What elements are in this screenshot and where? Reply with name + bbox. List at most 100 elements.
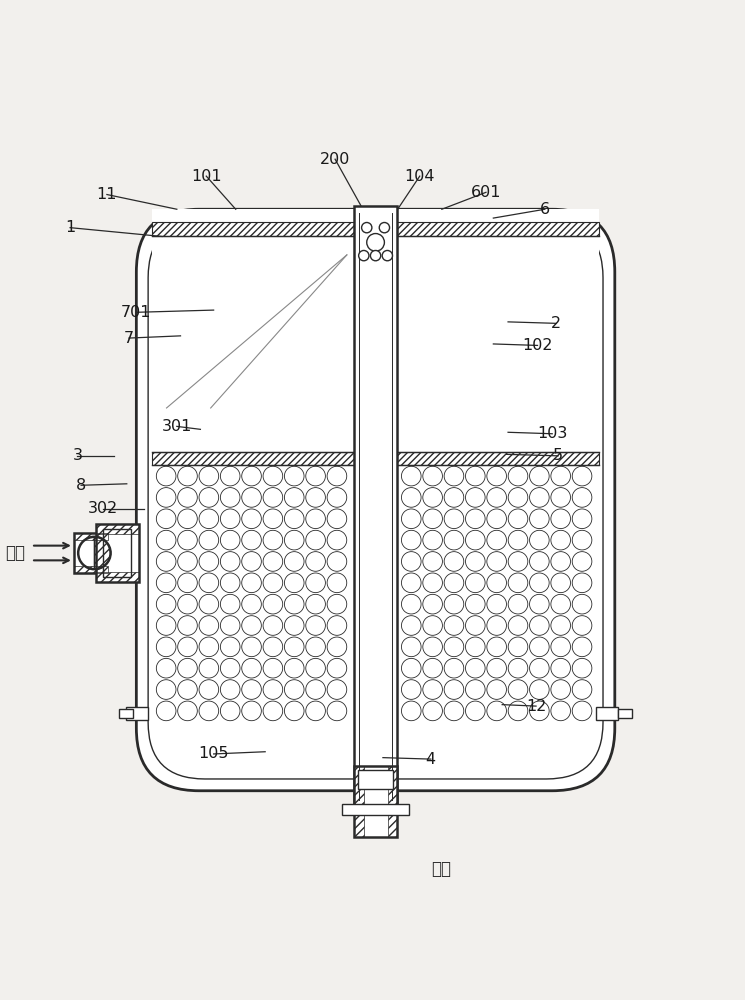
Circle shape xyxy=(263,552,282,571)
Text: 200: 200 xyxy=(320,152,350,167)
Circle shape xyxy=(444,509,464,529)
Bar xyxy=(152,209,354,236)
Circle shape xyxy=(327,488,346,507)
Bar xyxy=(397,236,599,452)
Circle shape xyxy=(178,509,197,529)
Circle shape xyxy=(486,552,507,571)
Bar xyxy=(354,206,397,808)
Circle shape xyxy=(572,680,592,699)
Circle shape xyxy=(199,616,219,635)
Text: 601: 601 xyxy=(471,185,501,200)
Circle shape xyxy=(327,509,346,529)
Circle shape xyxy=(327,637,346,657)
Circle shape xyxy=(423,466,443,486)
Text: 2: 2 xyxy=(551,316,561,331)
Text: 8: 8 xyxy=(76,478,86,493)
Circle shape xyxy=(530,637,549,657)
Text: 103: 103 xyxy=(537,426,568,441)
Circle shape xyxy=(508,637,527,657)
Circle shape xyxy=(199,701,219,721)
Circle shape xyxy=(285,530,304,550)
Circle shape xyxy=(486,701,507,721)
Text: 5: 5 xyxy=(553,448,563,463)
Bar xyxy=(96,572,139,582)
Bar xyxy=(152,452,354,465)
Circle shape xyxy=(305,616,326,635)
Circle shape xyxy=(263,680,282,699)
Circle shape xyxy=(221,637,240,657)
Circle shape xyxy=(486,466,507,486)
Circle shape xyxy=(221,488,240,507)
Circle shape xyxy=(156,680,176,699)
Circle shape xyxy=(305,466,326,486)
Circle shape xyxy=(221,616,240,635)
Text: 301: 301 xyxy=(162,419,192,434)
Circle shape xyxy=(156,488,176,507)
Circle shape xyxy=(423,680,443,699)
Circle shape xyxy=(285,680,304,699)
Circle shape xyxy=(530,488,549,507)
Circle shape xyxy=(402,680,421,699)
Circle shape xyxy=(178,637,197,657)
Circle shape xyxy=(305,658,326,678)
Circle shape xyxy=(263,530,282,550)
Circle shape xyxy=(508,616,527,635)
Circle shape xyxy=(551,488,571,507)
Circle shape xyxy=(402,701,421,721)
Circle shape xyxy=(466,701,485,721)
Circle shape xyxy=(423,530,443,550)
Circle shape xyxy=(156,466,176,486)
Circle shape xyxy=(285,509,304,529)
Circle shape xyxy=(358,250,369,261)
Circle shape xyxy=(327,466,346,486)
Circle shape xyxy=(572,701,592,721)
Circle shape xyxy=(156,594,176,614)
Circle shape xyxy=(466,680,485,699)
Bar xyxy=(397,452,599,465)
Circle shape xyxy=(530,552,549,571)
Circle shape xyxy=(444,594,464,614)
Circle shape xyxy=(423,573,443,593)
Circle shape xyxy=(444,637,464,657)
Circle shape xyxy=(402,552,421,571)
Circle shape xyxy=(402,466,421,486)
Circle shape xyxy=(178,552,197,571)
Circle shape xyxy=(466,466,485,486)
Circle shape xyxy=(551,680,571,699)
Circle shape xyxy=(156,552,176,571)
Circle shape xyxy=(530,573,549,593)
Circle shape xyxy=(221,509,240,529)
Circle shape xyxy=(305,552,326,571)
Circle shape xyxy=(305,530,326,550)
Circle shape xyxy=(221,530,240,550)
Circle shape xyxy=(508,552,527,571)
Circle shape xyxy=(178,488,197,507)
Bar xyxy=(96,524,139,534)
Circle shape xyxy=(572,552,592,571)
Circle shape xyxy=(466,509,485,529)
Text: 11: 11 xyxy=(97,187,117,202)
Circle shape xyxy=(402,594,421,614)
Circle shape xyxy=(444,488,464,507)
FancyBboxPatch shape xyxy=(136,209,615,791)
Circle shape xyxy=(361,222,372,233)
Circle shape xyxy=(466,552,485,571)
Circle shape xyxy=(285,466,304,486)
Circle shape xyxy=(221,466,240,486)
Circle shape xyxy=(285,594,304,614)
Circle shape xyxy=(508,594,527,614)
Circle shape xyxy=(486,594,507,614)
Circle shape xyxy=(285,573,304,593)
Circle shape xyxy=(241,509,261,529)
Text: 101: 101 xyxy=(191,169,221,184)
Circle shape xyxy=(444,530,464,550)
Circle shape xyxy=(327,530,346,550)
Circle shape xyxy=(423,658,443,678)
Circle shape xyxy=(178,466,197,486)
Text: 进水: 进水 xyxy=(5,544,25,562)
Circle shape xyxy=(572,509,592,529)
Circle shape xyxy=(551,552,571,571)
Circle shape xyxy=(199,680,219,699)
Circle shape xyxy=(444,552,464,571)
Circle shape xyxy=(402,658,421,678)
